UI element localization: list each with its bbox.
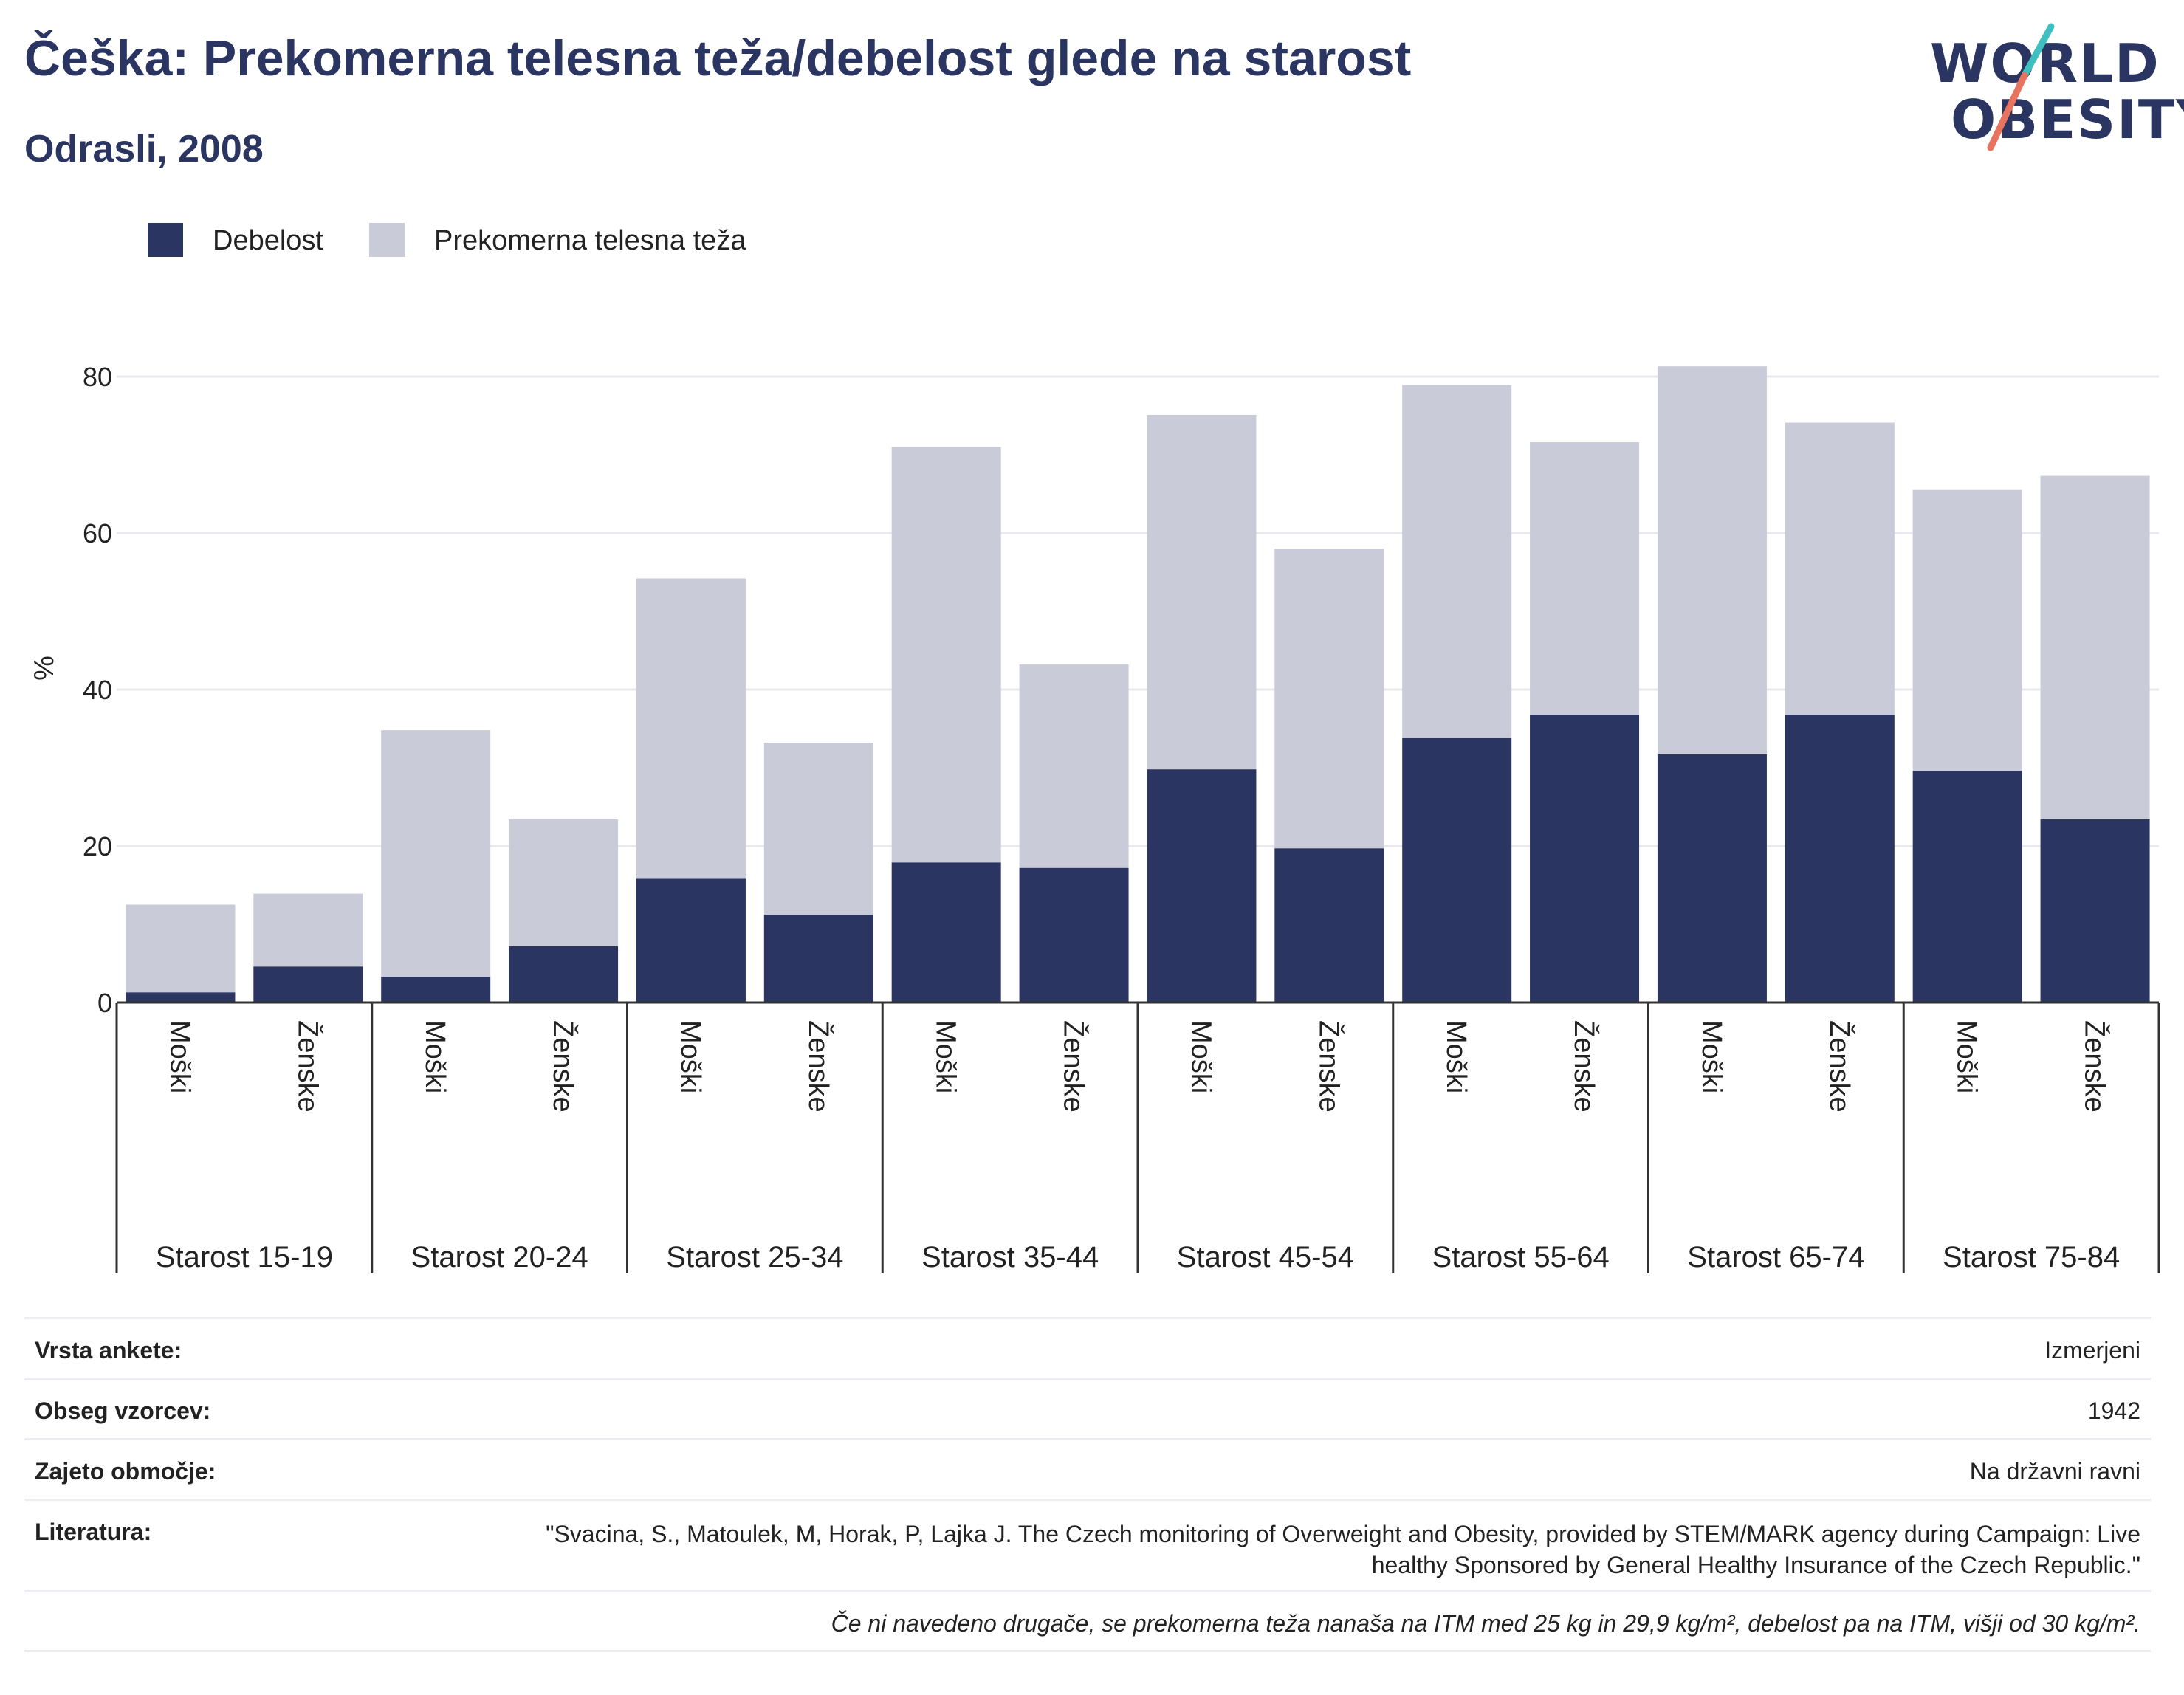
info-row-area-covered: Zajeto območje: Na državni ravni	[24, 1438, 2151, 1499]
bar-overweight	[1402, 385, 1512, 738]
bar-obesity	[126, 992, 236, 1003]
group-label: Starost 65-74	[1687, 1241, 1864, 1273]
bar-obesity	[381, 977, 491, 1003]
x-tick-label: Moški	[1951, 1020, 1982, 1093]
info-row-sample-size: Obseg vzorcev: 1942	[24, 1378, 2151, 1438]
bar-chart: Debelost Prekomerna telesna teža 0 20 40 60 80…	[29, 223, 2160, 1273]
x-tick-label: Ženske	[1058, 1020, 1090, 1113]
bar-overweight	[763, 743, 873, 915]
bar-obesity	[763, 915, 873, 1003]
info-value: 1942	[2087, 1397, 2140, 1424]
x-tick-label: Moški	[164, 1020, 195, 1093]
group-label: Starost 45-54	[1177, 1241, 1354, 1273]
bar-overweight	[1785, 422, 1895, 715]
legend-label: Debelost	[213, 225, 323, 256]
x-tick-label: Moški	[1440, 1020, 1472, 1093]
bar-obesity	[636, 878, 746, 1003]
bar-overweight	[1530, 442, 1640, 715]
info-row-note: Če ni navedeno drugače, se prekomerna te…	[24, 1590, 2151, 1652]
bar-obesity	[1147, 769, 1257, 1003]
bar-obesity	[1530, 714, 1640, 1003]
page-subtitle: Odrasli, 2008	[24, 128, 264, 171]
bar-overweight	[2040, 475, 2150, 819]
bar-obesity	[1657, 754, 1767, 1003]
y-tick-label: 40	[83, 675, 112, 705]
logo-text-obesity: OBESITY	[1951, 89, 2184, 151]
y-tick-label: 20	[83, 831, 112, 862]
bar-overweight	[509, 819, 619, 946]
x-tick-label: Moški	[419, 1020, 450, 1093]
x-tick-label: Moški	[675, 1020, 706, 1093]
group-label: Starost 25-34	[666, 1241, 843, 1273]
y-tick-label: 60	[83, 518, 112, 549]
legend-label: Prekomerna telesna teža	[434, 225, 746, 256]
bar-obesity	[1019, 867, 1129, 1003]
x-tick-label: Ženske	[1824, 1020, 1855, 1113]
x-tick-label: Ženske	[292, 1020, 323, 1113]
bar-overweight	[1657, 366, 1767, 754]
bar-overweight	[1912, 489, 2022, 771]
info-label: Obseg vzorcev:	[35, 1397, 211, 1424]
bar-overweight	[1147, 414, 1257, 770]
bar-overweight	[253, 893, 363, 967]
bar-obesity	[509, 946, 619, 1003]
bar-obesity	[253, 966, 363, 1003]
group-label: Starost 20-24	[411, 1241, 588, 1273]
bar-obesity	[1912, 771, 2022, 1003]
world-obesity-logo: WORLD OBESITY	[1920, 21, 2184, 161]
info-label: Zajeto območje:	[35, 1458, 216, 1485]
group-label: Starost 55-64	[1432, 1241, 1610, 1273]
group-label: Starost 15-19	[156, 1241, 333, 1273]
definition-note: Če ni navedeno drugače, se prekomerna te…	[831, 1610, 2140, 1637]
info-value: Na državni ravni	[1969, 1458, 2140, 1485]
group-label: Starost 35-44	[921, 1241, 1099, 1273]
literature-citation: "Svacina, S., Matoulek, M, Horak, P, Laj…	[546, 1521, 2140, 1578]
bar-obesity	[1402, 738, 1512, 1003]
group-label: Starost 75-84	[1943, 1241, 2120, 1273]
x-tick-label: Ženske	[1313, 1020, 1345, 1113]
info-label: Literatura:	[35, 1519, 152, 1545]
y-axis-label: %	[29, 656, 60, 681]
bar-obesity	[2040, 819, 2150, 1003]
x-tick-label: Ženske	[1568, 1020, 1600, 1113]
bar-overweight	[1274, 549, 1384, 849]
info-label: Vrsta ankete:	[35, 1337, 182, 1364]
bar-obesity	[1274, 848, 1384, 1003]
info-row-survey-type: Vrsta ankete: Izmerjeni	[24, 1317, 2151, 1378]
bar-overweight	[636, 578, 746, 879]
y-tick-label: 0	[97, 988, 112, 1018]
y-tick-label: 80	[83, 362, 112, 392]
legend-swatch	[369, 223, 405, 257]
bar-overweight	[1019, 664, 1129, 868]
bar-overweight	[891, 447, 1001, 863]
page-title: Češka: Prekomerna telesna teža/debelost …	[24, 30, 1412, 86]
x-tick-label: Moški	[1696, 1020, 1727, 1093]
x-tick-label: Moški	[1185, 1020, 1216, 1093]
logo-slash-icon	[1987, 23, 2055, 151]
bar-overweight	[381, 730, 491, 977]
legend-swatch	[148, 223, 183, 257]
bar-obesity	[1785, 714, 1895, 1003]
bar-overweight	[126, 904, 236, 993]
survey-info-table: Vrsta ankete: Izmerjeni Obseg vzorcev: 1…	[24, 1317, 2151, 1652]
info-value: Izmerjeni	[2044, 1337, 2140, 1364]
x-tick-label: Ženske	[2079, 1020, 2111, 1113]
info-row-literature: Literatura: "Svacina, S., Matoulek, M, H…	[24, 1499, 2151, 1590]
x-tick-label: Ženske	[547, 1020, 579, 1113]
x-tick-label: Ženske	[803, 1020, 834, 1113]
bar-obesity	[891, 862, 1001, 1003]
x-tick-label: Moški	[930, 1020, 961, 1093]
